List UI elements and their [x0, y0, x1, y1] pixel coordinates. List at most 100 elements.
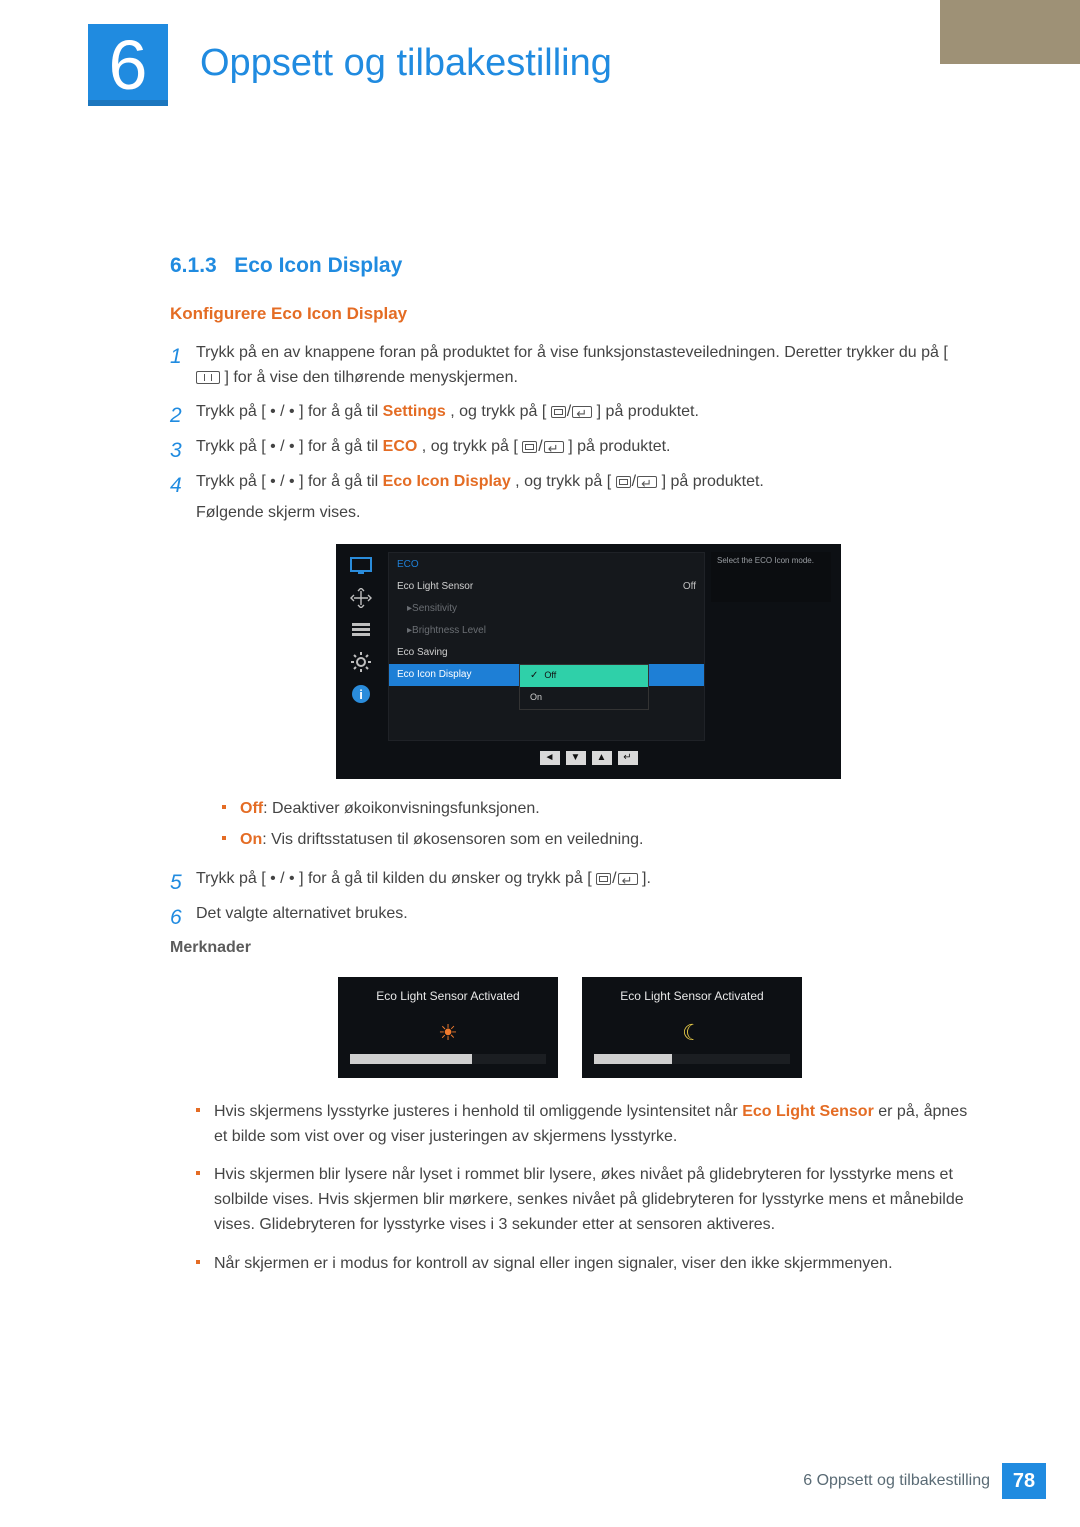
sensor-title: Eco Light Sensor Activated [594, 987, 790, 1006]
list-item: Når skjermen er i modus for kontroll av … [196, 1252, 970, 1277]
enter-icon [544, 441, 564, 453]
info-icon: i [346, 682, 376, 706]
option-descriptions: Off: Deaktiver økoikonvisningsfunksjonen… [222, 797, 970, 853]
sensor-title: Eco Light Sensor Activated [350, 987, 546, 1006]
keyword-eco: ECO [383, 438, 418, 455]
enter-icon [618, 873, 638, 885]
osd-row: ▸ Sensitivity [389, 598, 704, 620]
moon-icon: ☾ [594, 1016, 790, 1044]
resize-icon [346, 586, 376, 610]
osd-option-selected: Off [520, 665, 648, 687]
step-text: , og trykk på [ [515, 473, 611, 490]
subsection-heading: Konfigurere Eco Icon Display [170, 301, 970, 327]
osd-row: Eco Light Sensor Off [389, 576, 704, 598]
step-number: 6 [170, 902, 182, 935]
step-text: ]. [642, 870, 651, 887]
keyword-eco-icon-display: Eco Icon Display [383, 473, 511, 490]
brightness-bar [594, 1054, 790, 1064]
desc-text: : Deaktiver økoikonvisningsfunksjonen. [263, 800, 540, 817]
list-item: Off: Deaktiver økoikonvisningsfunksjonen… [222, 797, 970, 822]
step-text: Trykk på en av knappene foran på produkt… [196, 344, 948, 361]
enter-icon [572, 406, 592, 418]
osd-row: Eco Saving [389, 642, 704, 664]
step-text: , og trykk på [ [422, 438, 518, 455]
step-text: ] for å vise den tilhørende menyskjermen… [224, 369, 517, 386]
step-text: Trykk på [ • / • ] for å gå til [196, 473, 383, 490]
step-text: ] på produktet. [568, 438, 670, 455]
nav-up-icon: ▲ [592, 751, 612, 765]
sensor-cards-row: Eco Light Sensor Activated ☀ Eco Light S… [170, 977, 970, 1078]
step-text: Det valgte alternativet brukes. [196, 905, 408, 922]
osd-tooltip: Select the ECO Icon mode. [711, 552, 831, 602]
osd-option: On [520, 687, 648, 709]
list-item: Hvis skjermens lysstyrke justeres i henh… [196, 1100, 970, 1150]
note-text: Hvis skjermens lysstyrke justeres i henh… [214, 1103, 742, 1120]
step-number: 2 [170, 400, 182, 433]
header-accent-bar [940, 0, 1080, 64]
step-text: ] på produktet. [662, 473, 764, 490]
button-pair-icon: / [616, 473, 657, 490]
menu-icon [196, 371, 220, 384]
chapter-number-badge: 6 [88, 24, 168, 106]
osd-main-panel: ECO Eco Light Sensor Off ▸ Sensitivity ▸… [388, 552, 705, 742]
osd-header: ECO [389, 553, 704, 577]
page-number: 78 [1002, 1463, 1046, 1499]
footer-chapter-label: 6 Oppsett og tilbakestilling [803, 1472, 990, 1490]
osd-row: ▸ Brightness Level [389, 620, 704, 642]
notes-heading: Merknader [170, 936, 970, 961]
svg-text:i: i [359, 687, 363, 702]
button-pair-icon: / [551, 403, 592, 420]
square-icon [616, 476, 631, 488]
step-text: Trykk på [ • / • ] for å gå til [196, 438, 383, 455]
brightness-fill [350, 1054, 472, 1064]
step-6: 6 Det valgte alternativet brukes. [170, 902, 970, 927]
list-item: Hvis skjermen blir lysere når lyset i ro… [196, 1163, 970, 1237]
step-number: 3 [170, 435, 182, 468]
osd-label: Eco Icon Display [397, 667, 471, 683]
square-icon [596, 873, 611, 885]
osd-label: Sensitivity [412, 601, 457, 617]
nav-enter-icon: ↵ [618, 751, 638, 765]
list-item: On: Vis driftsstatusen til økosensoren s… [222, 828, 970, 853]
step-2: 2 Trykk på [ • / • ] for å gå til Settin… [170, 400, 970, 425]
notes-list: Hvis skjermens lysstyrke justeres i henh… [196, 1100, 970, 1277]
sun-icon: ☀ [350, 1016, 546, 1044]
step-4: 4 Trykk på [ • / • ] for å gå til Eco Ic… [170, 470, 970, 853]
nav-down-icon: ▼ [566, 751, 586, 765]
step-number: 4 [170, 470, 182, 503]
step-text: Følgende skjerm vises. [196, 501, 970, 526]
button-pair-icon: / [522, 438, 563, 455]
brightness-fill [594, 1054, 672, 1064]
list-icon [346, 618, 376, 642]
osd-sidebar: i [346, 552, 382, 742]
step-1: 1 Trykk på en av knappene foran på produ… [170, 341, 970, 391]
osd-popup: Off On [519, 664, 649, 710]
content-area: 6.1.3 Eco Icon Display Konfigurere Eco I… [170, 250, 970, 1291]
desc-text: : Vis driftsstatusen til økosensoren som… [262, 831, 643, 848]
monitor-icon [346, 554, 376, 578]
square-icon [522, 441, 537, 453]
osd-label: Brightness Level [412, 623, 486, 639]
section-heading: 6.1.3 Eco Icon Display [170, 250, 970, 283]
keyword-on: On [240, 831, 262, 848]
sensor-card-sun: Eco Light Sensor Activated ☀ [338, 977, 558, 1078]
page-footer: 6 Oppsett og tilbakestilling 78 [803, 1463, 1046, 1499]
steps-list: 1 Trykk på en av knappene foran på produ… [170, 341, 970, 926]
step-5: 5 Trykk på [ • / • ] for å gå til kilden… [170, 867, 970, 892]
gear-icon [346, 650, 376, 674]
brightness-bar [350, 1054, 546, 1064]
step-text: , og trykk på [ [450, 403, 546, 420]
section-title: Eco Icon Display [234, 254, 402, 277]
keyword-eco-light-sensor: Eco Light Sensor [742, 1103, 874, 1120]
osd-value: Off [683, 579, 696, 595]
keyword-settings: Settings [383, 403, 446, 420]
step-number: 1 [170, 341, 182, 374]
button-pair-icon: / [596, 870, 637, 887]
osd-nav-hints: ◄ ▼ ▲ ↵ [346, 751, 831, 765]
sensor-card-moon: Eco Light Sensor Activated ☾ [582, 977, 802, 1078]
osd-screenshot: i ECO Eco Light Sensor Off ▸ Sensitivity… [336, 544, 841, 780]
step-3: 3 Trykk på [ • / • ] for å gå til ECO , … [170, 435, 970, 460]
osd-label: Eco Light Sensor [397, 579, 473, 595]
step-number: 5 [170, 867, 182, 900]
step-text: Trykk på [ • / • ] for å gå til [196, 403, 383, 420]
